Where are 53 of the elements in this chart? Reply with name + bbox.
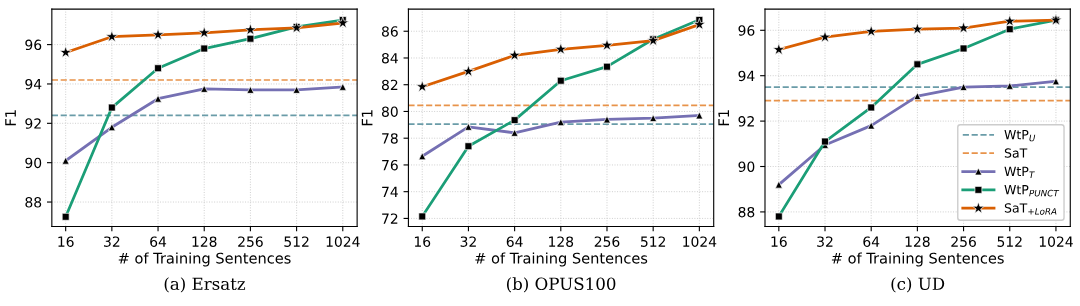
y-tick-label: 76 (382, 159, 398, 171)
y-tick-label: 94 (738, 70, 755, 82)
x-tick-label: 64 (150, 236, 167, 247)
y-tick-label: 72 (382, 213, 398, 224)
legend-label: WtP$_{U}$ (1004, 130, 1036, 142)
y-tick-label: 78 (382, 133, 398, 144)
y-tick-label: 94 (25, 78, 42, 90)
x-tick-label: 512 (284, 236, 309, 247)
text: (a) Ersatz (164, 277, 246, 293)
y-tick-label: 80 (381, 106, 398, 117)
x-tick-label: 16 (771, 236, 787, 247)
y-tick-label: 82 (381, 79, 398, 91)
x-tick-label: 1024 (683, 236, 717, 247)
legend-label: SaT (1004, 148, 1028, 158)
x-tick-label: 32 (460, 236, 476, 247)
x-axis-title: # of Training Sentences (831, 252, 1004, 267)
x-tick-label: 64 (863, 236, 880, 247)
x-axis-title: # of Training Sentences (118, 252, 291, 267)
x-tick-label: 512 (997, 236, 1022, 247)
y-tick-label: 92 (738, 116, 754, 127)
x-axis-title: # of Training Sentences (475, 252, 648, 267)
x-tick-label: 32 (817, 236, 833, 247)
y-tick-label: 88 (738, 206, 755, 218)
text: (c) UD (891, 277, 945, 293)
x-tick-label: 128 (192, 236, 217, 247)
x-tick-label: 1024 (1039, 236, 1073, 247)
x-tick-label: 1024 (326, 236, 360, 247)
x-tick-label: 128 (549, 236, 574, 247)
text: (b) OPUS100 (506, 277, 616, 293)
y-axis-title: F1 (718, 110, 730, 126)
x-tick-label: 64 (506, 236, 523, 247)
y-tick-label: 96 (738, 25, 755, 36)
y-tick-label: 74 (382, 186, 398, 197)
legend-label: WtP$_{PUNCT}$ (1004, 185, 1060, 197)
y-tick-label: 84 (381, 52, 398, 64)
y-axis-title: F1 (5, 110, 16, 126)
y-axis-title: F1 (361, 110, 373, 126)
y-tick-label: 96 (25, 39, 42, 51)
y-tick-label: 88 (25, 197, 42, 208)
x-tick-label: 32 (104, 236, 120, 247)
y-tick-label: 86 (381, 26, 398, 37)
x-tick-label: 16 (414, 236, 431, 247)
x-tick-label: 128 (905, 236, 930, 247)
x-tick-label: 256 (238, 236, 263, 247)
x-tick-label: 512 (640, 236, 666, 247)
x-tick-label: 16 (58, 236, 74, 247)
x-tick-label: 256 (951, 236, 976, 247)
y-tick-label: 92 (25, 118, 41, 129)
y-tick-label: 90 (25, 157, 42, 169)
y-tick-label: 90 (738, 161, 755, 172)
x-tick-label: 256 (594, 236, 620, 247)
legend-label: SaT$_{+LoRA}$ (1004, 203, 1057, 215)
legend-label: WtP$_{T}$ (1004, 166, 1035, 178)
